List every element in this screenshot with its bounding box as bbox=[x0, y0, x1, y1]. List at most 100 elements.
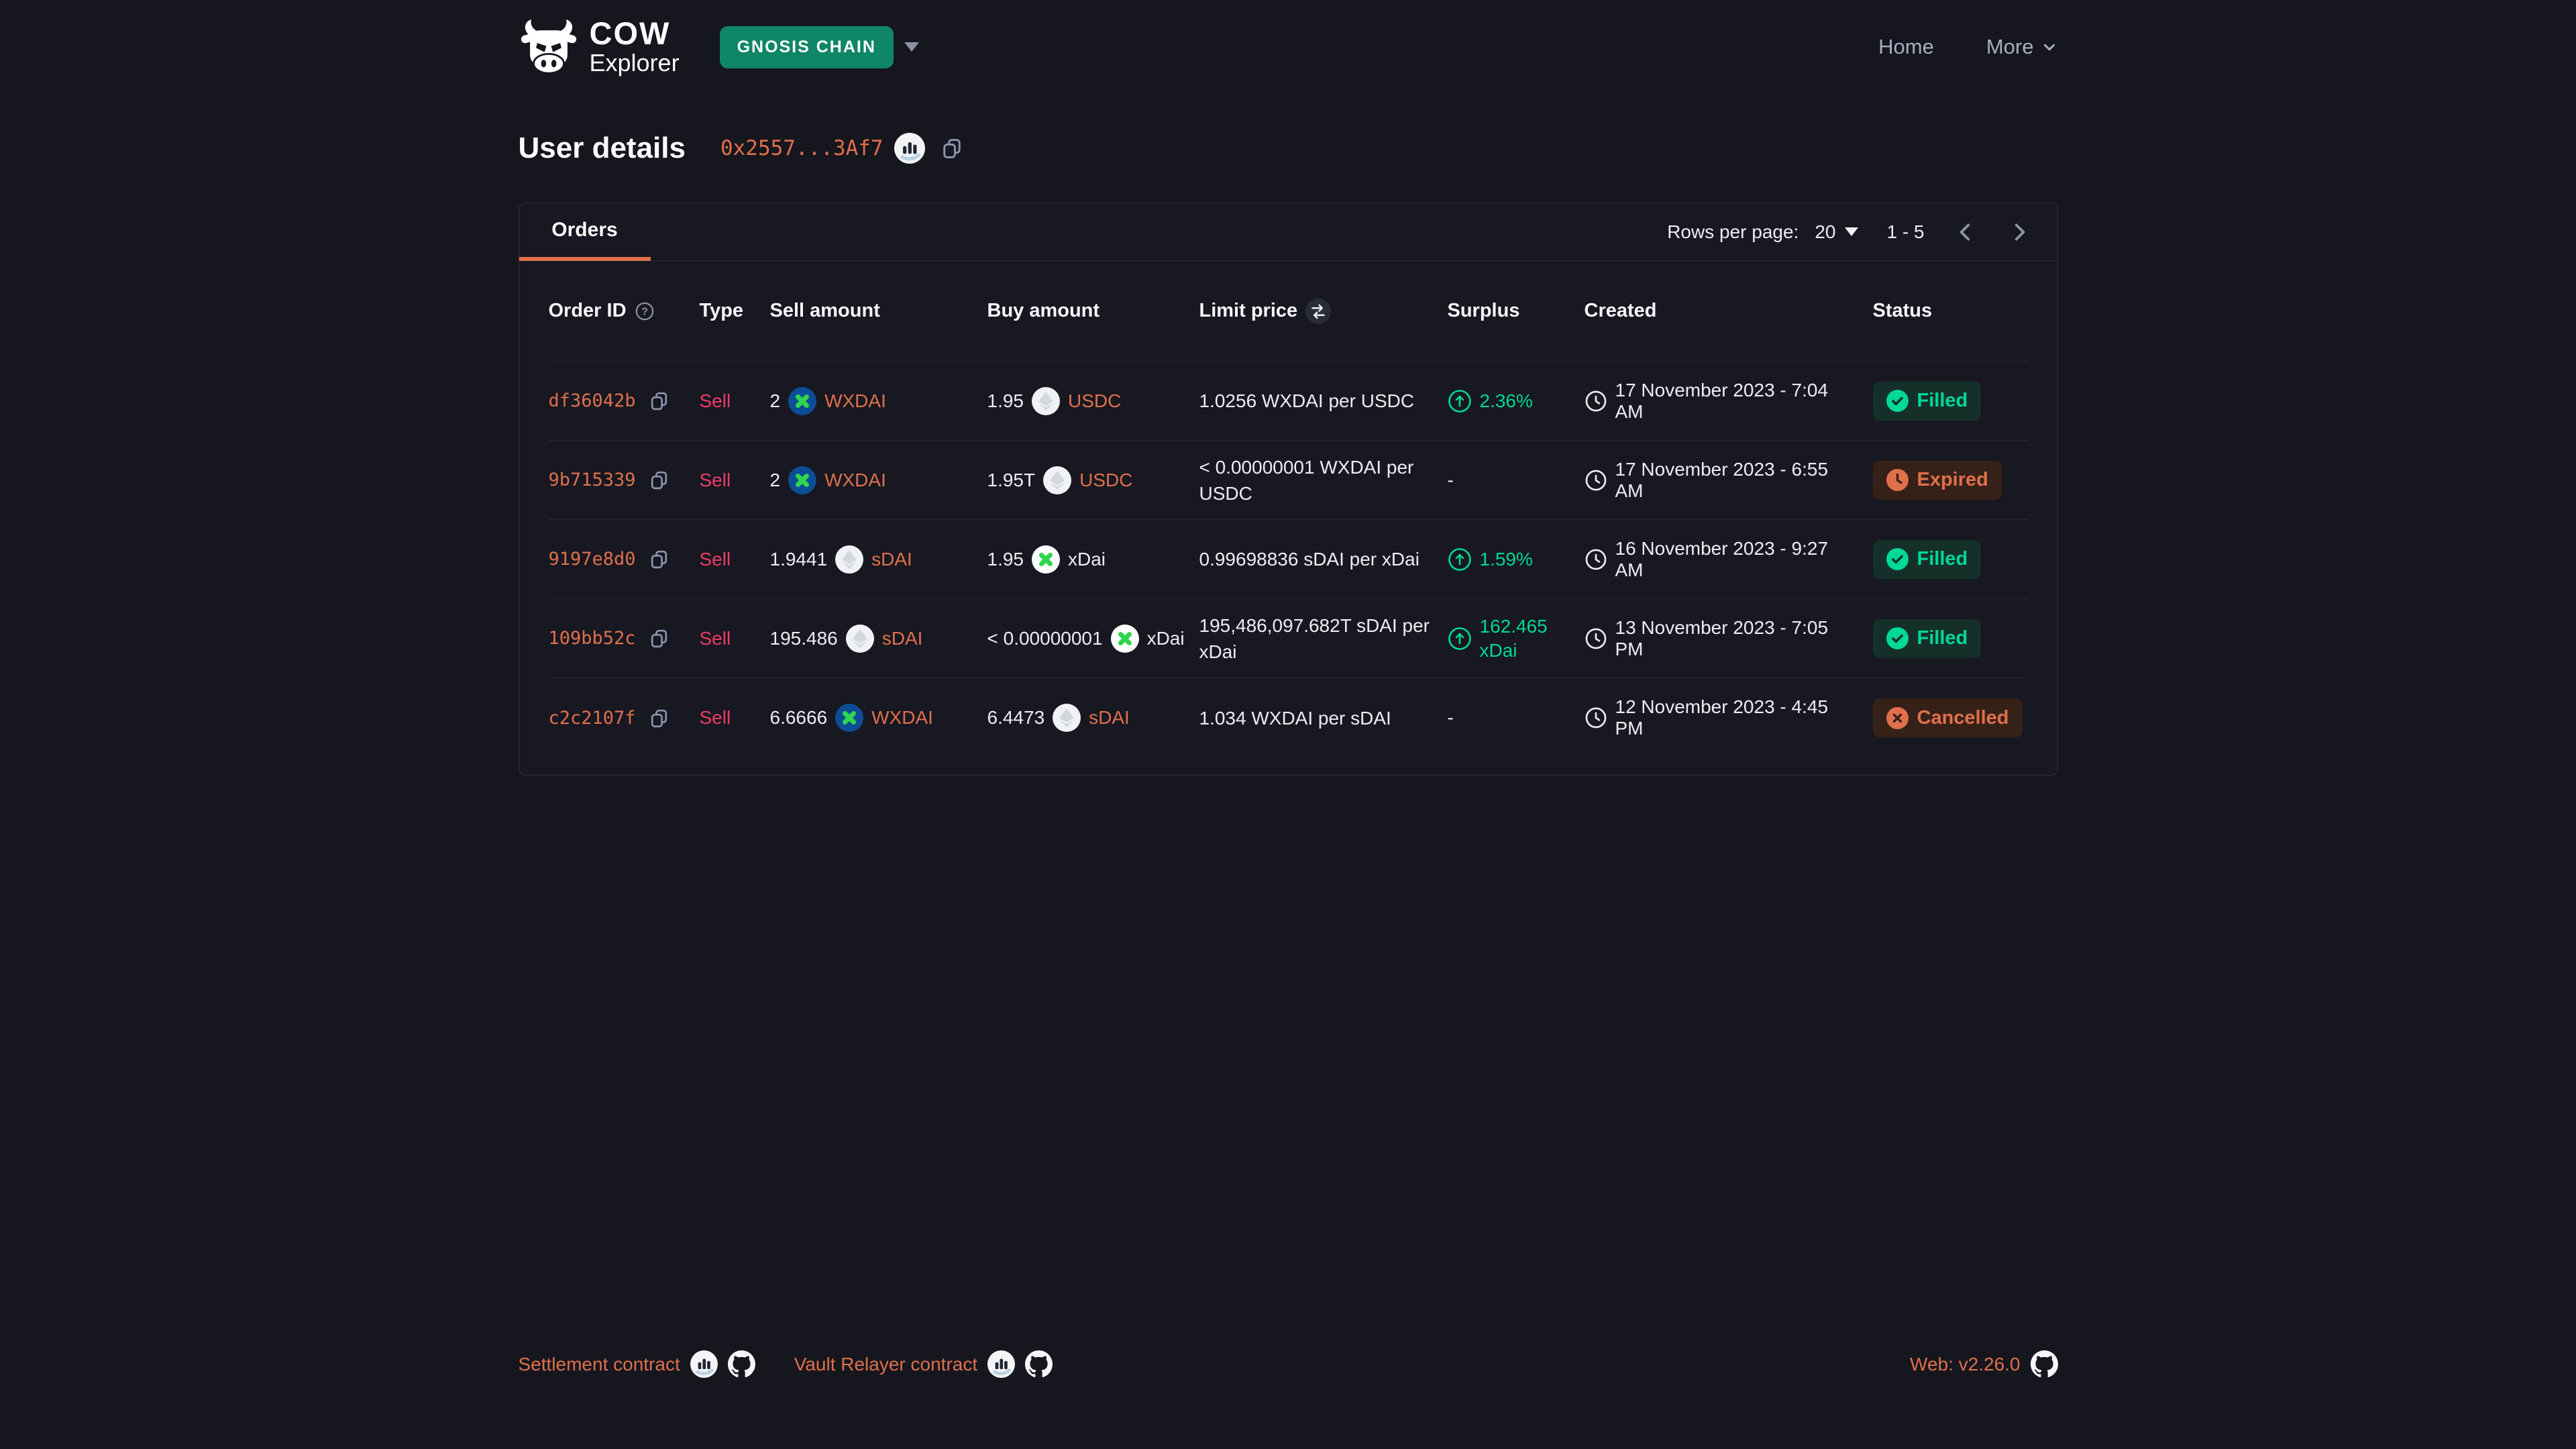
buy-token-link: xDai bbox=[1146, 627, 1185, 649]
created-cell: 16 November 2023 - 9:27 AM bbox=[1585, 538, 1873, 581]
copy-order-id-icon[interactable] bbox=[648, 707, 670, 729]
col-buy-amount: Buy amount bbox=[987, 300, 1100, 322]
copy-address-icon[interactable] bbox=[940, 136, 964, 160]
nav-more[interactable]: More bbox=[1986, 35, 2058, 59]
logo-title: COW bbox=[589, 15, 671, 51]
status-badge: Filled bbox=[1872, 381, 1982, 421]
surplus-cell: - bbox=[1447, 707, 1454, 729]
buy-amount-value: < 0.00000001 bbox=[987, 627, 1103, 649]
copy-order-id-icon[interactable] bbox=[648, 390, 670, 412]
created-value: 17 November 2023 - 7:04 AM bbox=[1615, 379, 1829, 422]
rows-per-page-label: Rows per page: bbox=[1667, 221, 1799, 242]
status-cell: Filled bbox=[1872, 381, 2028, 421]
order-id-link[interactable]: 9b715339 bbox=[548, 470, 636, 491]
orders-table: Order ID ? Type Sell amount Buy amount L… bbox=[519, 261, 2057, 775]
sell-token-link[interactable]: sDAI bbox=[871, 548, 912, 570]
page-title: User details bbox=[518, 131, 686, 165]
clock-icon bbox=[1585, 470, 1606, 491]
status-check-icon bbox=[1886, 548, 1909, 571]
vault-relayer-contract-label: Vault Relayer contract bbox=[794, 1353, 978, 1375]
copy-order-id-icon[interactable] bbox=[648, 469, 670, 491]
rows-per-page-select[interactable]: 20 bbox=[1815, 221, 1859, 243]
wxdai-token-icon bbox=[788, 466, 817, 494]
xdai-token-icon bbox=[1110, 624, 1139, 653]
nav-more-label: More bbox=[1986, 35, 2034, 59]
usdc-token-icon bbox=[1032, 386, 1060, 415]
surplus-value: 162.465 xDai bbox=[1479, 615, 1548, 661]
sell-token-link[interactable]: WXDAI bbox=[824, 469, 886, 490]
status-badge: Expired bbox=[1872, 460, 2002, 500]
cow-logo-icon bbox=[521, 19, 576, 74]
created-cell: 12 November 2023 - 4:45 PM bbox=[1585, 696, 1873, 739]
nav-home[interactable]: Home bbox=[1878, 35, 1934, 59]
settlement-contract-link[interactable]: Settlement contract bbox=[519, 1350, 755, 1378]
cow-explorer-logo[interactable]: COW Explorer bbox=[519, 17, 680, 76]
blockscout-explorer-icon[interactable] bbox=[987, 1350, 1016, 1378]
buy-token-link[interactable]: USDC bbox=[1079, 469, 1133, 490]
limit-price-value: 0.99698836 sDAI per xDai bbox=[1199, 549, 1419, 570]
status-cell: Expired bbox=[1872, 460, 2028, 500]
status-cell: Cancelled bbox=[1872, 698, 2039, 738]
previous-page-button[interactable] bbox=[1953, 219, 1978, 245]
copy-order-id-icon[interactable] bbox=[648, 627, 670, 649]
github-icon[interactable] bbox=[727, 1350, 755, 1378]
buy-token-link[interactable]: USDC bbox=[1068, 390, 1122, 411]
svg-text:?: ? bbox=[641, 307, 648, 318]
limit-price-value: < 0.00000001 WXDAI per USDC bbox=[1199, 456, 1414, 504]
blockscout-explorer-icon[interactable] bbox=[690, 1350, 718, 1378]
sell-token-link[interactable]: WXDAI bbox=[871, 707, 933, 729]
rows-per-page-value: 20 bbox=[1815, 221, 1836, 242]
clock-icon bbox=[1585, 390, 1606, 412]
surplus-cell: - bbox=[1447, 469, 1454, 490]
buy-token-link: xDai bbox=[1068, 548, 1106, 570]
buy-amount-value: 1.95 bbox=[987, 390, 1024, 411]
help-question-icon[interactable]: ? bbox=[635, 301, 655, 321]
tab-orders[interactable]: Orders bbox=[519, 203, 651, 262]
table-body: df36042b Sell 2 WXDAI 1.95 bbox=[548, 362, 2028, 757]
copy-order-id-icon[interactable] bbox=[648, 548, 670, 570]
order-id-link[interactable]: df36042b bbox=[548, 390, 636, 412]
invert-price-icon[interactable] bbox=[1305, 298, 1332, 324]
sell-token-link[interactable]: WXDAI bbox=[824, 390, 886, 411]
order-type-label: Sell bbox=[699, 548, 731, 570]
network-selector-badge[interactable]: GNOSIS CHAIN bbox=[719, 25, 894, 68]
col-limit-price-label: Limit price bbox=[1199, 300, 1298, 322]
sell-token-link[interactable]: sDAI bbox=[881, 627, 923, 649]
blockscout-explorer-icon[interactable] bbox=[894, 133, 925, 164]
buy-token-link[interactable]: sDAI bbox=[1089, 707, 1130, 729]
clock-icon bbox=[1585, 549, 1606, 570]
github-icon[interactable] bbox=[1025, 1350, 1053, 1378]
sell-amount-value: 1.9441 bbox=[769, 548, 828, 570]
sell-amount-cell: 2 WXDAI bbox=[770, 466, 987, 494]
next-page-button[interactable] bbox=[2006, 219, 2032, 245]
buy-amount-cell: 1.95 USDC bbox=[987, 386, 1199, 415]
created-value: 16 November 2023 - 9:27 AM bbox=[1615, 537, 1829, 580]
table-row: c2c2107f Sell 6.6666 WXDAI 6.4473 bbox=[549, 678, 2028, 757]
surplus-up-arrow-icon bbox=[1448, 390, 1471, 413]
github-icon[interactable] bbox=[2030, 1350, 2058, 1378]
sell-amount-cell: 1.9441 sDAI bbox=[770, 545, 987, 574]
status-badge: Filled bbox=[1872, 539, 1982, 579]
network-caret-down-icon[interactable] bbox=[904, 42, 919, 52]
sell-amount-cell: 195.486 sDAI bbox=[770, 624, 987, 653]
xdai-token-icon bbox=[1032, 545, 1060, 574]
surplus-cell: 1.59% bbox=[1448, 547, 1585, 572]
wxdai-token-icon bbox=[788, 386, 817, 415]
rows-per-page-caret-icon bbox=[1845, 227, 1859, 237]
vault-relayer-contract-link[interactable]: Vault Relayer contract bbox=[794, 1350, 1053, 1378]
table-row: df36042b Sell 2 WXDAI 1.95 bbox=[548, 362, 2028, 441]
table-row: 9b715339 Sell 2 WXDAI 1.95T bbox=[548, 441, 2028, 521]
clock-icon bbox=[1585, 708, 1606, 729]
app-header: COW Explorer GNOSIS CHAIN Home More bbox=[0, 0, 2576, 76]
order-id-link[interactable]: c2c2107f bbox=[548, 707, 636, 729]
status-cell: Filled bbox=[1872, 539, 2028, 579]
order-id-link[interactable]: 109bb52c bbox=[548, 628, 636, 649]
orders-card: Orders Rows per page: 20 1 - 5 Order ID bbox=[518, 203, 2058, 776]
wxdai-token-icon bbox=[835, 704, 864, 733]
status-label: Expired bbox=[1917, 469, 1988, 491]
created-value: 13 November 2023 - 7:05 PM bbox=[1615, 616, 1829, 659]
buy-amount-cell: 1.95 xDai bbox=[987, 545, 1199, 574]
order-id-link[interactable]: 9197e8d0 bbox=[548, 549, 636, 570]
status-label: Filled bbox=[1917, 548, 1968, 570]
surplus-value: 1.59% bbox=[1479, 548, 1533, 570]
